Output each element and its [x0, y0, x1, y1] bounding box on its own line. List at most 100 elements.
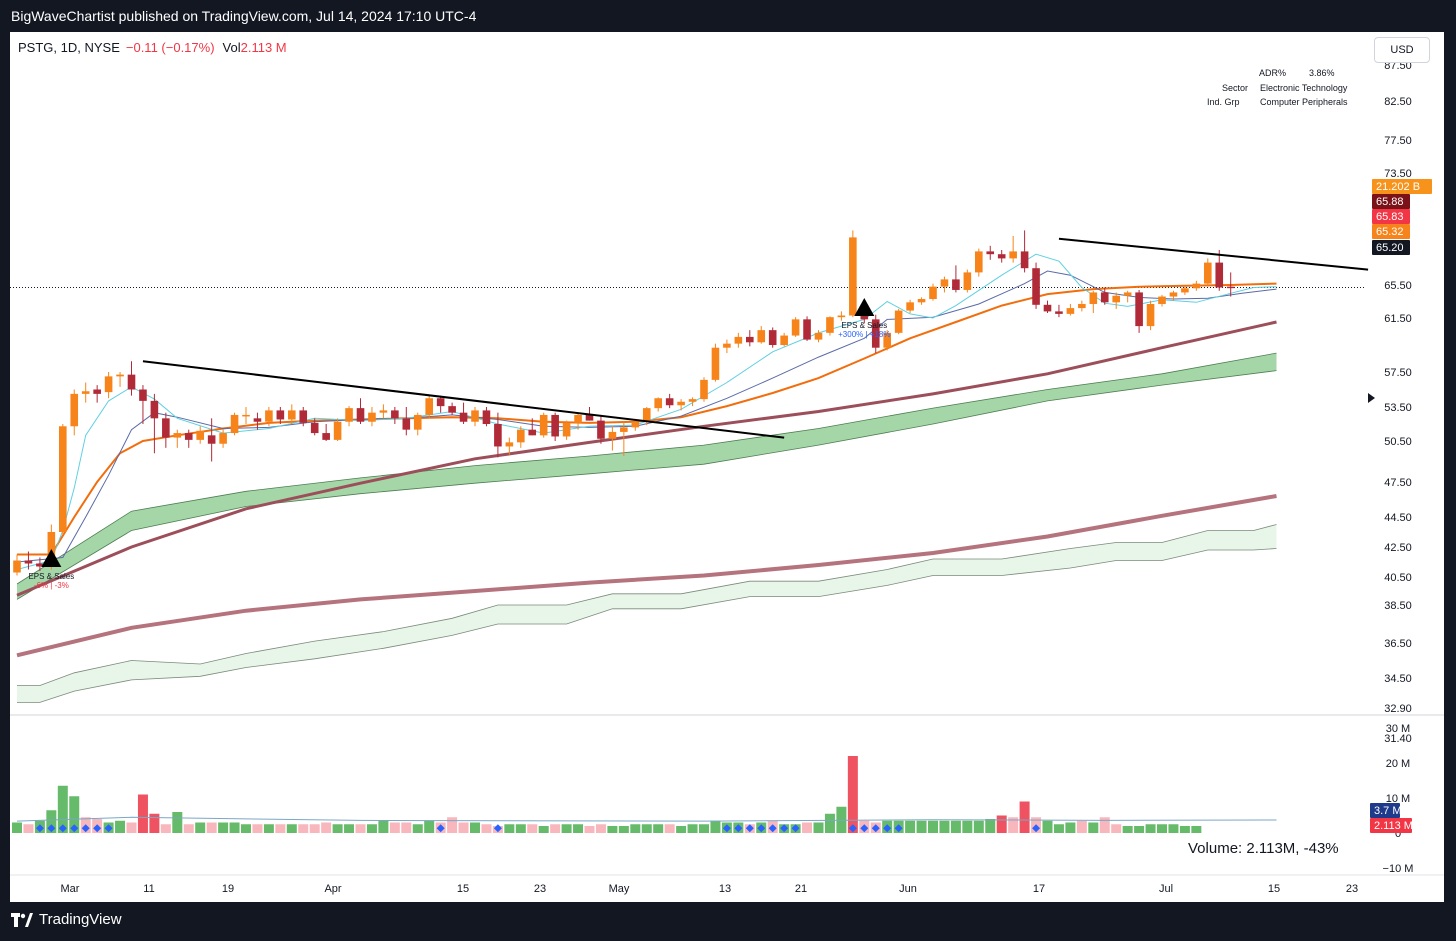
sma21-line	[17, 282, 1277, 556]
volume-bar	[275, 824, 286, 833]
price-axis-tick: 87.50	[1384, 60, 1412, 72]
price-axis-tick: 31.40	[1384, 733, 1412, 745]
volume-bar	[595, 824, 606, 833]
volume-bar	[664, 824, 675, 833]
event-label: EPS & Sales	[841, 321, 887, 330]
candle-body	[585, 414, 594, 421]
candle-body	[230, 414, 239, 434]
candle-body	[104, 376, 113, 393]
volume-diamond-marker	[883, 824, 892, 833]
time-axis-tick: 17	[1033, 883, 1045, 895]
candle-body	[1192, 283, 1201, 289]
chart-svg[interactable]: EPS & Sales-6% | -3%EPS & Sales+300% | +…	[10, 32, 1444, 902]
volume-label-box	[1370, 818, 1412, 833]
scroll-arrow-icon	[1368, 393, 1375, 403]
candle-body	[791, 319, 800, 336]
volume-axis-tick: 0	[1395, 828, 1401, 840]
candle-body	[837, 315, 846, 318]
candle-body	[826, 317, 834, 333]
price-change: −0.11 (−0.17%)	[125, 40, 215, 55]
light-green-band	[17, 524, 1277, 703]
price-axis-tick: 36.50	[1384, 638, 1412, 650]
candle-body	[242, 414, 250, 417]
candle-body	[1123, 292, 1132, 296]
candle-body	[814, 332, 823, 340]
price-axis-tick: 53.50	[1384, 402, 1412, 414]
volume-bar	[424, 820, 435, 833]
candle-body	[539, 414, 548, 436]
currency-button[interactable]: USD	[1374, 37, 1430, 63]
time-axis-tick: May	[609, 883, 630, 895]
volume-axis-tick: −10 M	[1383, 863, 1414, 875]
candle-body	[1020, 251, 1029, 269]
time-axis-tick: 23	[1346, 883, 1358, 895]
candle-body	[975, 251, 983, 273]
group-value: Computer Peripherals	[1260, 97, 1348, 107]
price-axis-tick: 40.50	[1384, 572, 1412, 584]
candle-body	[562, 422, 571, 437]
volume-bar	[1122, 826, 1133, 833]
candle-body	[184, 433, 193, 440]
volume-bar	[12, 822, 22, 833]
volume-bar	[470, 822, 480, 833]
candle-body	[1135, 292, 1143, 327]
candle-body	[528, 429, 537, 436]
price-axis-tick: 34.50	[1384, 673, 1412, 685]
volume-bar	[550, 824, 561, 833]
earnings-marker-icon	[854, 298, 875, 316]
candle-body	[1009, 251, 1017, 259]
candle-body	[219, 433, 227, 444]
candle-body	[677, 401, 685, 406]
volume-bar	[183, 824, 194, 833]
volume-bar	[69, 796, 80, 833]
volume-bar	[802, 822, 813, 833]
candle-body	[952, 279, 960, 290]
event-detail: -6% | -3%	[34, 581, 69, 590]
volume-bar	[115, 820, 126, 833]
volume-diamond-marker	[860, 824, 869, 833]
volume-diamond-marker	[104, 824, 113, 833]
time-axis-tick: 21	[795, 883, 807, 895]
price-label-box	[1372, 194, 1410, 209]
volume-value: 2.113 M	[240, 40, 287, 55]
candle-body	[1078, 303, 1086, 309]
volume-bar	[447, 817, 458, 833]
price-axis-tick: 47.50	[1384, 477, 1412, 489]
publish-line: BigWaveChartist published on TradingView…	[11, 8, 477, 24]
volume-bar	[149, 813, 160, 833]
volume-bar	[389, 822, 400, 833]
adr-label: ADR%	[1259, 68, 1287, 78]
tradingview-logo[interactable]: TradingView	[11, 911, 122, 928]
event-detail: +300% | +18%	[838, 330, 890, 339]
candle-body	[734, 336, 743, 344]
volume-bar	[630, 824, 641, 833]
candle-body	[207, 435, 216, 444]
volume-bar	[401, 822, 412, 833]
candle-body	[13, 560, 21, 573]
volume-bar	[1076, 820, 1087, 833]
volume-average-line	[16, 816, 1277, 822]
volume-bar	[1191, 826, 1202, 833]
publish-bar: BigWaveChartist published on TradingView…	[0, 0, 1456, 32]
candle-body	[688, 399, 697, 402]
price-axis-tick: 82.50	[1384, 96, 1412, 108]
volume-bar	[57, 785, 68, 833]
time-axis-tick: Jul	[1159, 883, 1173, 895]
price-axis-tick: 32.90	[1384, 703, 1412, 715]
volume-bar	[916, 820, 927, 833]
candle-body	[310, 422, 319, 434]
volume-bar	[298, 824, 309, 833]
volume-diamond-marker	[848, 824, 857, 833]
chart-area[interactable]: EPS & Sales -6% | -3% EPS & Sales +300% | +…	[10, 32, 1444, 902]
volume-diamond-marker	[768, 824, 777, 833]
candle-body	[1089, 292, 1098, 304]
candle-body	[116, 374, 124, 377]
time-axis-tick: 19	[222, 883, 234, 895]
volume-bar	[332, 824, 343, 833]
candle-body	[505, 442, 514, 447]
volume-bar	[1134, 826, 1145, 833]
volume-bar	[699, 824, 709, 833]
volume-bar	[1099, 817, 1110, 833]
volume-bar	[23, 824, 34, 833]
candle-body	[997, 254, 1006, 259]
